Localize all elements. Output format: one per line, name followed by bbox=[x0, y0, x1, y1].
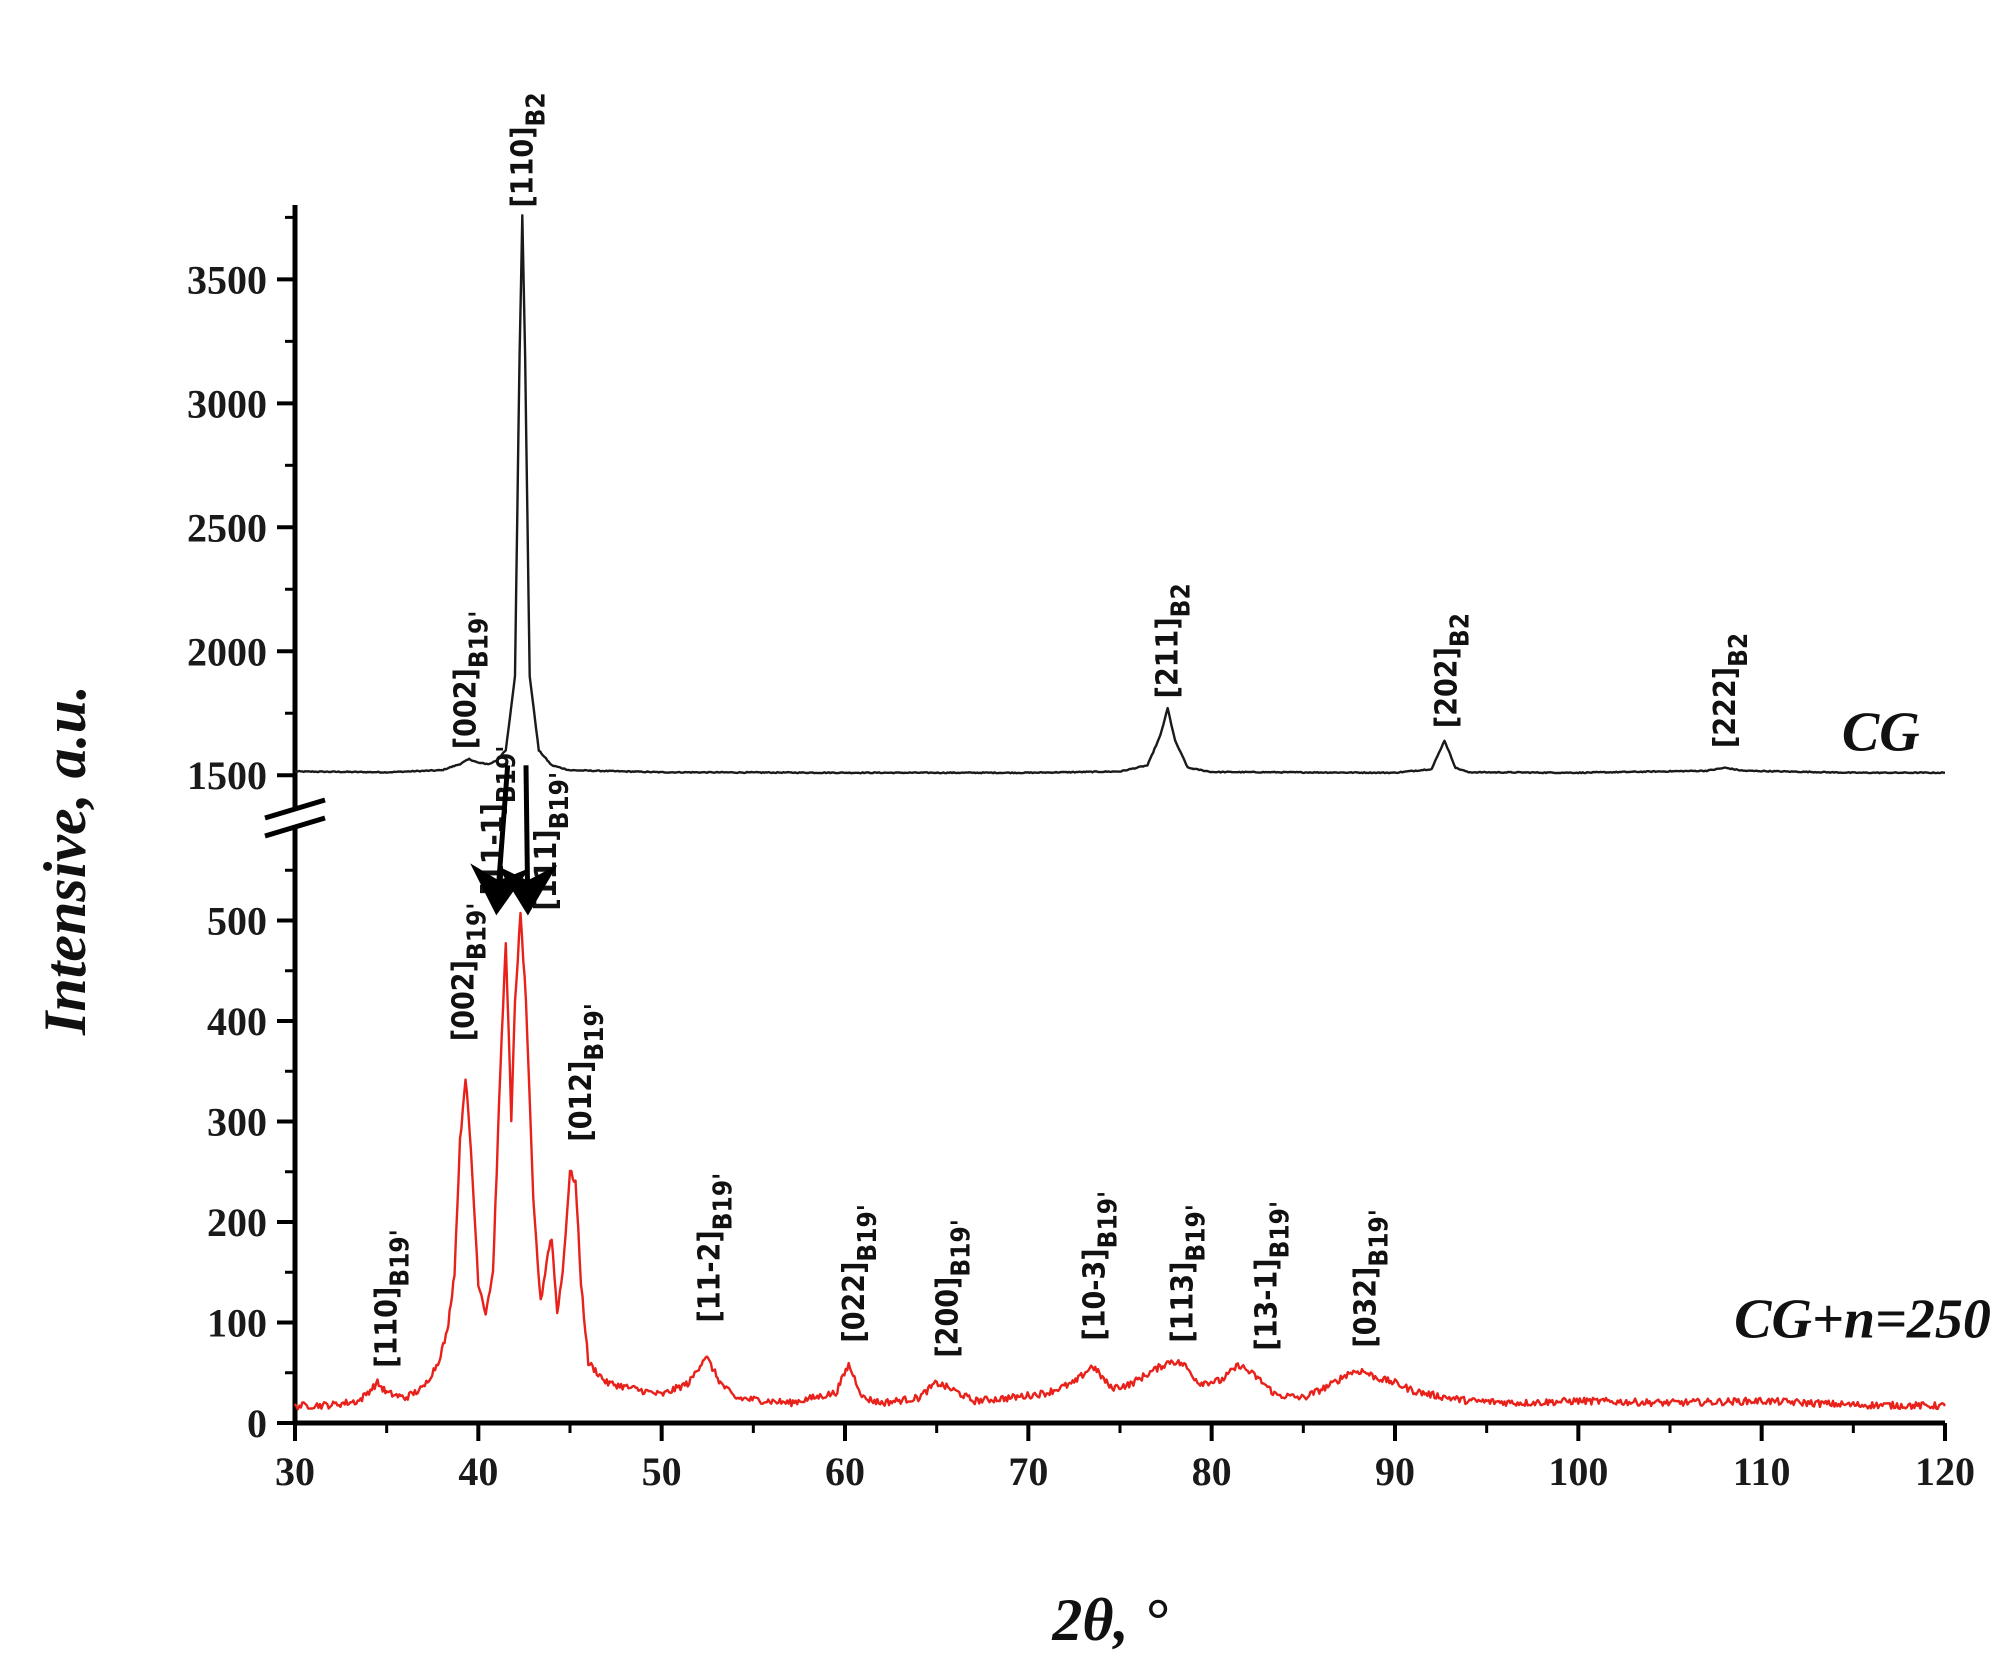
peak-label-text: [002]B19' bbox=[449, 611, 495, 750]
y-tick-label-lower: 0 bbox=[247, 1401, 267, 1446]
x-tick-label: 50 bbox=[642, 1449, 682, 1494]
y-tick-label-upper: 2500 bbox=[187, 505, 267, 550]
y-tick-label-lower: 500 bbox=[207, 899, 267, 944]
peak-label: [110]B2 bbox=[505, 92, 551, 207]
series-label: CG+n=250 bbox=[1734, 1289, 1991, 1351]
peak-label-text: [012]B19' bbox=[564, 1003, 610, 1142]
y-tick-label-upper: 2000 bbox=[187, 629, 267, 674]
peak-label: [10-3]B19' bbox=[1077, 1191, 1123, 1341]
peak-label: [211]B2 bbox=[1151, 583, 1197, 698]
peak-label-text: [002]B19' bbox=[447, 903, 493, 1042]
y-tick-label-lower: 300 bbox=[207, 1100, 267, 1145]
peak-label-text: [200]B19' bbox=[931, 1219, 977, 1358]
y-tick-label-upper: 3500 bbox=[187, 257, 267, 302]
peak-label-text: [111]B19' bbox=[529, 772, 575, 911]
peak-label-text: [110]B2 bbox=[505, 92, 551, 207]
x-axis-title: 2θ, ° bbox=[1051, 1587, 1167, 1653]
x-tick-label: 110 bbox=[1733, 1449, 1791, 1494]
x-tick-label: 40 bbox=[458, 1449, 498, 1494]
y-tick-label-upper: 1500 bbox=[187, 753, 267, 798]
x-tick-label: 60 bbox=[825, 1449, 865, 1494]
peak-label-text: [032]B19' bbox=[1349, 1209, 1395, 1348]
y-tick-label-lower: 400 bbox=[207, 999, 267, 1044]
axis-break-mark bbox=[264, 815, 326, 839]
peak-label: [012]B19' bbox=[564, 1003, 610, 1142]
y-tick-label-lower: 100 bbox=[207, 1301, 267, 1346]
peak-label: [113]B19' bbox=[1165, 1204, 1211, 1343]
peak-label: [032]B19' bbox=[1349, 1209, 1395, 1348]
x-tick-label: 30 bbox=[275, 1449, 315, 1494]
peak-labels: CG CG+n=250 [110]B2 [002]B19' [211]B2 [202]B2… bbox=[370, 92, 1991, 1367]
y-tick-label-lower: 200 bbox=[207, 1200, 267, 1245]
x-tick-label: 70 bbox=[1008, 1449, 1048, 1494]
x-tick-label: 90 bbox=[1375, 1449, 1415, 1494]
y-tick-label-upper: 3000 bbox=[187, 381, 267, 426]
peak-label: [200]B19' bbox=[931, 1219, 977, 1358]
peak-label: [022]B19' bbox=[837, 1204, 883, 1343]
peak-label: [002]B19' bbox=[447, 903, 493, 1042]
axes: 30 40 50 60 70 80 90 100 110 12015002000250030003… bbox=[187, 205, 1975, 1494]
arrow bbox=[497, 765, 558, 916]
series-line-cg bbox=[294, 214, 1945, 775]
peak-label-text: [202]B2 bbox=[1429, 613, 1475, 728]
peak-label: [222]B2 bbox=[1708, 633, 1754, 748]
peak-label-text: [11-2]B19' bbox=[692, 1173, 738, 1323]
peak-label-text: [110]B19' bbox=[370, 1229, 416, 1368]
peak-label-text: [022]B19' bbox=[837, 1204, 883, 1343]
series-layer bbox=[293, 214, 1946, 1411]
series-line-cg-n-250 bbox=[293, 911, 1946, 1411]
peak-label-text: [113]B19' bbox=[1165, 1204, 1211, 1343]
peak-label: [111]B19' bbox=[529, 772, 575, 911]
peak-label: [13-1]B19' bbox=[1250, 1201, 1296, 1351]
y-axis-title: Intensive, a.u. bbox=[32, 685, 98, 1036]
series-label: CG bbox=[1842, 701, 1920, 763]
peak-label: [110]B19' bbox=[370, 1229, 416, 1368]
peak-label-text: [211]B2 bbox=[1151, 583, 1197, 698]
peak-label: [202]B2 bbox=[1429, 613, 1475, 728]
x-tick-label: 80 bbox=[1192, 1449, 1232, 1494]
annotations bbox=[470, 765, 558, 916]
peak-label-text: [10-3]B19' bbox=[1077, 1191, 1123, 1341]
peak-label: [002]B19' bbox=[449, 611, 495, 750]
x-tick-label: 100 bbox=[1548, 1449, 1608, 1494]
peak-label: [11-2]B19' bbox=[692, 1173, 738, 1323]
peak-label-text: [222]B2 bbox=[1708, 633, 1754, 748]
axis-break-mark bbox=[264, 797, 326, 821]
peak-label-text: [13-1]B19' bbox=[1250, 1201, 1296, 1351]
x-tick-label: 120 bbox=[1915, 1449, 1975, 1494]
